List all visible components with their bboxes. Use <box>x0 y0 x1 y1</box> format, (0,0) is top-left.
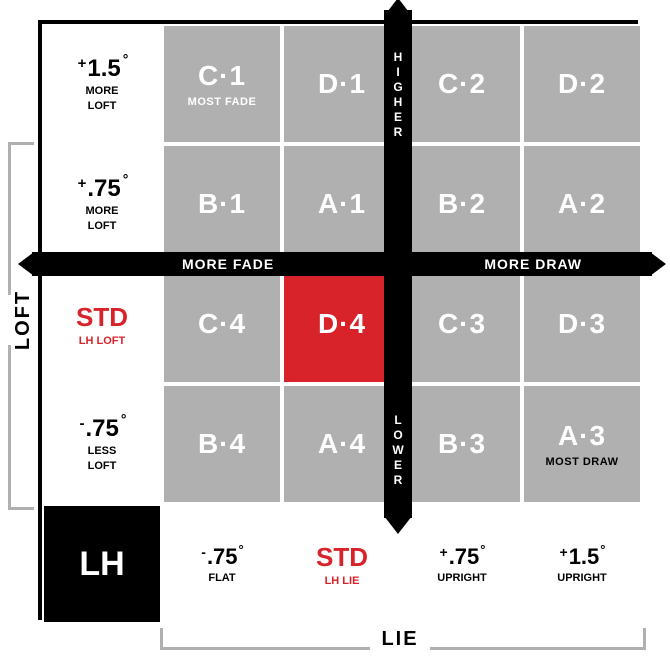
cell-d1: D·1 <box>282 24 402 144</box>
arrow-down-icon <box>384 516 412 534</box>
cell-b3: B·3 <box>402 384 522 504</box>
cell-d3: D·3 <box>522 264 642 384</box>
cell-b1: B·1 <box>162 144 282 264</box>
arrow-left-icon <box>18 252 34 276</box>
lie-header-3: +1.5° UPRIGHT <box>522 504 642 624</box>
cell-b4: B·4 <box>162 384 282 504</box>
loft-header-1: +.75° MORE LOFT <box>42 144 162 264</box>
arrow-right-icon <box>650 252 666 276</box>
corner-lh: LH <box>42 504 162 624</box>
lie-header-2: +.75° UPRIGHT <box>402 504 522 624</box>
chart-container: +1.5° MORE LOFT C·1 MOST FADE D·1 C·2 D·… <box>38 20 652 634</box>
fitting-grid: +1.5° MORE LOFT C·1 MOST FADE D·1 C·2 D·… <box>38 20 638 620</box>
cell-a2: A·2 <box>522 144 642 264</box>
cell-d4-highlighted: D·4 <box>282 264 402 384</box>
cell-a1: A·1 <box>282 144 402 264</box>
cell-b2: B·2 <box>402 144 522 264</box>
loft-header-3: -.75° LESS LOFT <box>42 384 162 504</box>
cell-c2: C·2 <box>402 24 522 144</box>
lie-header-0: -.75° FLAT <box>162 504 282 624</box>
cell-c1: C·1 MOST FADE <box>162 24 282 144</box>
loft-header-0: +1.5° MORE LOFT <box>42 24 162 144</box>
cell-a3: A·3 MOST DRAW <box>522 384 642 504</box>
cell-c3: C·3 <box>402 264 522 384</box>
arrow-up-icon <box>384 0 412 16</box>
cell-a4: A·4 <box>282 384 402 504</box>
loft-header-std: STD LH LOFT <box>42 264 162 384</box>
cell-c4: C·4 <box>162 264 282 384</box>
cell-d2: D·2 <box>522 24 642 144</box>
